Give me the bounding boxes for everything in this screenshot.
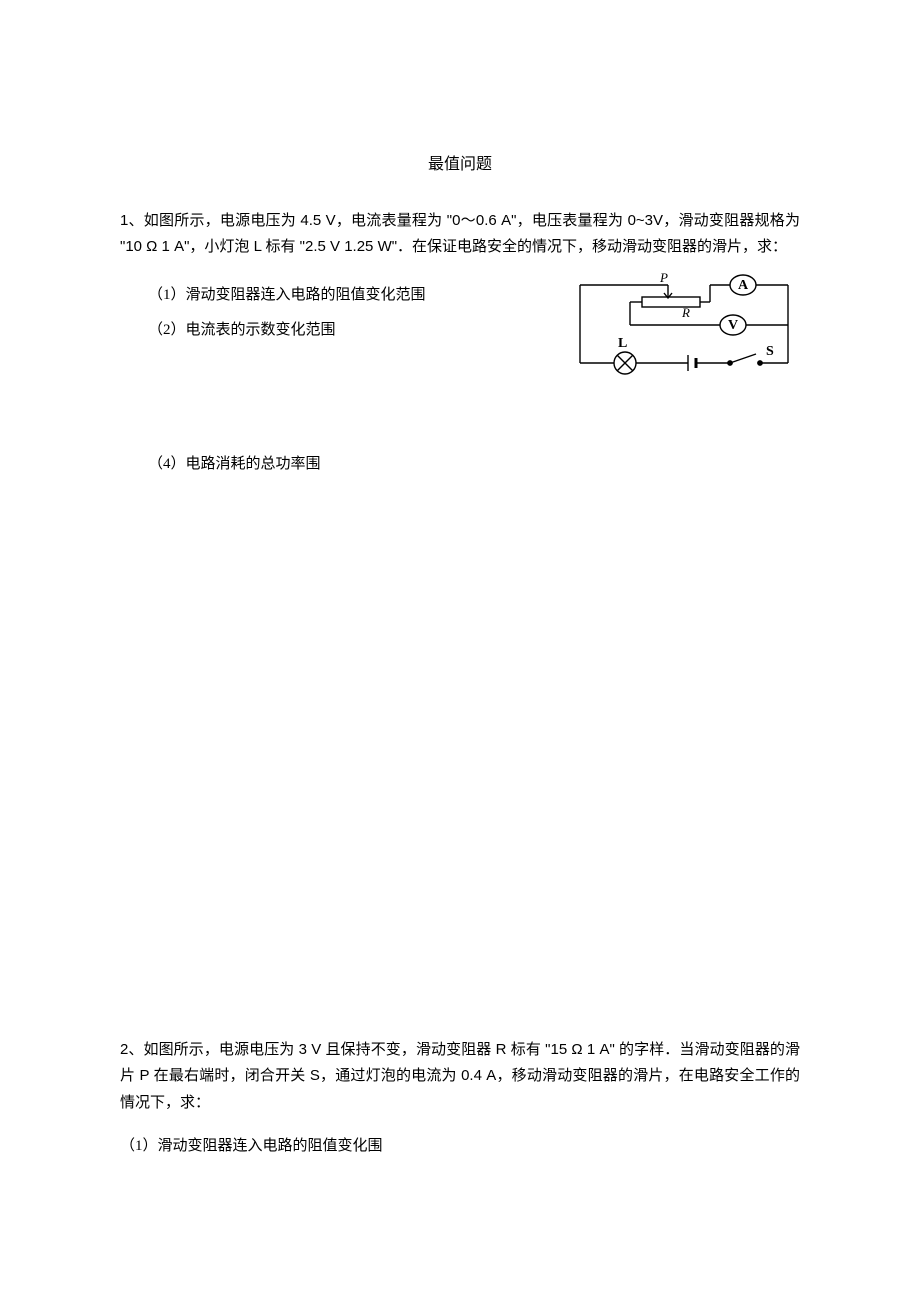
circuit-svg: A P R — [570, 267, 800, 377]
q1-sub-2: （2）电流表的示数变化范围 — [148, 318, 550, 344]
q1-sub-1: （1）滑动变阻器连入电路的阻值变化范围 — [148, 283, 550, 309]
q1-intro: 1、如图所示，电源电压为 4.5 V，电流表量程为 "0～0.6 A"，电压表量… — [120, 208, 800, 261]
voltmeter-label: V — [728, 318, 738, 333]
page-title: 最值问题 — [120, 150, 800, 174]
q1-row: （1）滑动变阻器连入电路的阻值变化范围 （2）电流表的示数变化范围 — [120, 271, 800, 382]
q1-sub-questions: （1）滑动变阻器连入电路的阻值变化范围 （2）电流表的示数变化范围 — [120, 271, 550, 344]
q2-intro: 2、如图所示，电源电压为 3 V 且保持不变，滑动变阻器 R 标有 "15 Ω … — [120, 1037, 800, 1116]
rheostat-label: R — [681, 305, 690, 320]
q1-sub-4: （4）电路消耗的总功率围 — [148, 452, 800, 478]
question-1: 1、如图所示，电源电压为 4.5 V，电流表量程为 "0～0.6 A"，电压表量… — [120, 208, 800, 477]
ammeter-label: A — [738, 278, 749, 293]
lamp-label: L — [618, 336, 627, 351]
page: 最值问题 1、如图所示，电源电压为 4.5 V，电流表量程为 "0～0.6 A"… — [0, 0, 920, 1302]
q2-sub-1: （1）滑动变阻器连入电路的阻值变化围 — [120, 1134, 800, 1160]
circuit-diagram: A P R — [570, 267, 800, 382]
switch-label: S — [766, 344, 774, 359]
slider-label: P — [659, 270, 668, 285]
question-2: 2、如图所示，电源电压为 3 V 且保持不变，滑动变阻器 R 标有 "15 Ω … — [120, 1037, 800, 1159]
